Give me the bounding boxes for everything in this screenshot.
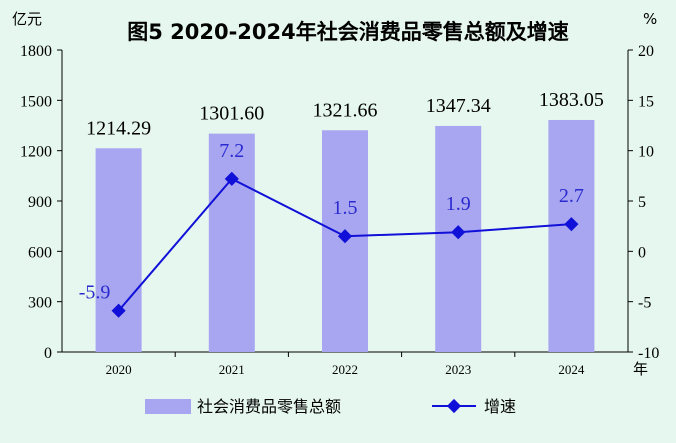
line-point xyxy=(111,303,126,318)
bar-value-label: 1214.29 xyxy=(86,117,151,139)
legend-line-label: 增速 xyxy=(484,397,516,416)
bar xyxy=(208,133,255,352)
left-tick-label: 600 xyxy=(28,244,52,261)
left-tick-label: 1800 xyxy=(20,43,52,60)
legend-bar-swatch xyxy=(145,399,191,414)
bar-value-label: 1321.66 xyxy=(313,99,378,121)
line-value-label: 1.5 xyxy=(333,197,358,219)
line-point xyxy=(224,171,239,186)
x-tick-label: 2020 xyxy=(106,362,132,377)
line-value-label: 2.7 xyxy=(559,185,584,207)
left-tick-label: 1200 xyxy=(20,144,52,161)
right-tick-label: 20 xyxy=(638,43,654,60)
bar-value-label: 1301.60 xyxy=(199,103,264,125)
left-tick-label: 300 xyxy=(28,295,52,312)
right-tick-label: -5 xyxy=(638,295,651,312)
line-series xyxy=(111,171,579,318)
data-labels: 1214.29 1301.60 1321.66 1347.34 1383.05 -5.9 7… xyxy=(79,89,604,304)
x-axis-label: 年 xyxy=(633,360,648,378)
chart-title: 图5 2020-2024年社会消费品零售总额及增速 xyxy=(127,20,569,44)
x-tick-label: 2023 xyxy=(445,362,471,377)
bar-value-label: 1347.34 xyxy=(426,95,491,117)
right-tick-label: 10 xyxy=(638,144,654,161)
right-axis-unit: % xyxy=(643,10,657,28)
x-tick-label: 2021 xyxy=(219,362,245,377)
legend-bar-label: 社会消费品零售总额 xyxy=(197,397,341,416)
right-tick-label: 15 xyxy=(638,93,654,110)
left-axis-unit: 亿元 xyxy=(12,10,42,28)
legend-line-marker xyxy=(446,398,462,414)
line-point xyxy=(451,225,466,240)
bar-value-label: 1383.05 xyxy=(539,89,604,111)
x-tick-label: 2022 xyxy=(332,362,358,377)
left-tick-label: 0 xyxy=(44,345,52,362)
bar xyxy=(548,119,595,352)
right-tick-label: 0 xyxy=(638,244,646,261)
line-point xyxy=(337,229,353,244)
x-tick-label: 2024 xyxy=(558,362,585,377)
bar xyxy=(95,148,142,352)
left-tick-label: 1500 xyxy=(20,93,52,110)
right-tick-label: 5 xyxy=(638,194,646,211)
line-point xyxy=(564,217,579,232)
line-value-label: -5.9 xyxy=(79,282,111,304)
right-tick-label: -10 xyxy=(638,345,659,362)
line-value-label: 7.2 xyxy=(219,140,244,162)
line-value-label: 1.9 xyxy=(446,193,471,215)
left-tick-label: 900 xyxy=(28,194,52,211)
legend: 社会消费品零售总额 增速 xyxy=(145,397,516,416)
